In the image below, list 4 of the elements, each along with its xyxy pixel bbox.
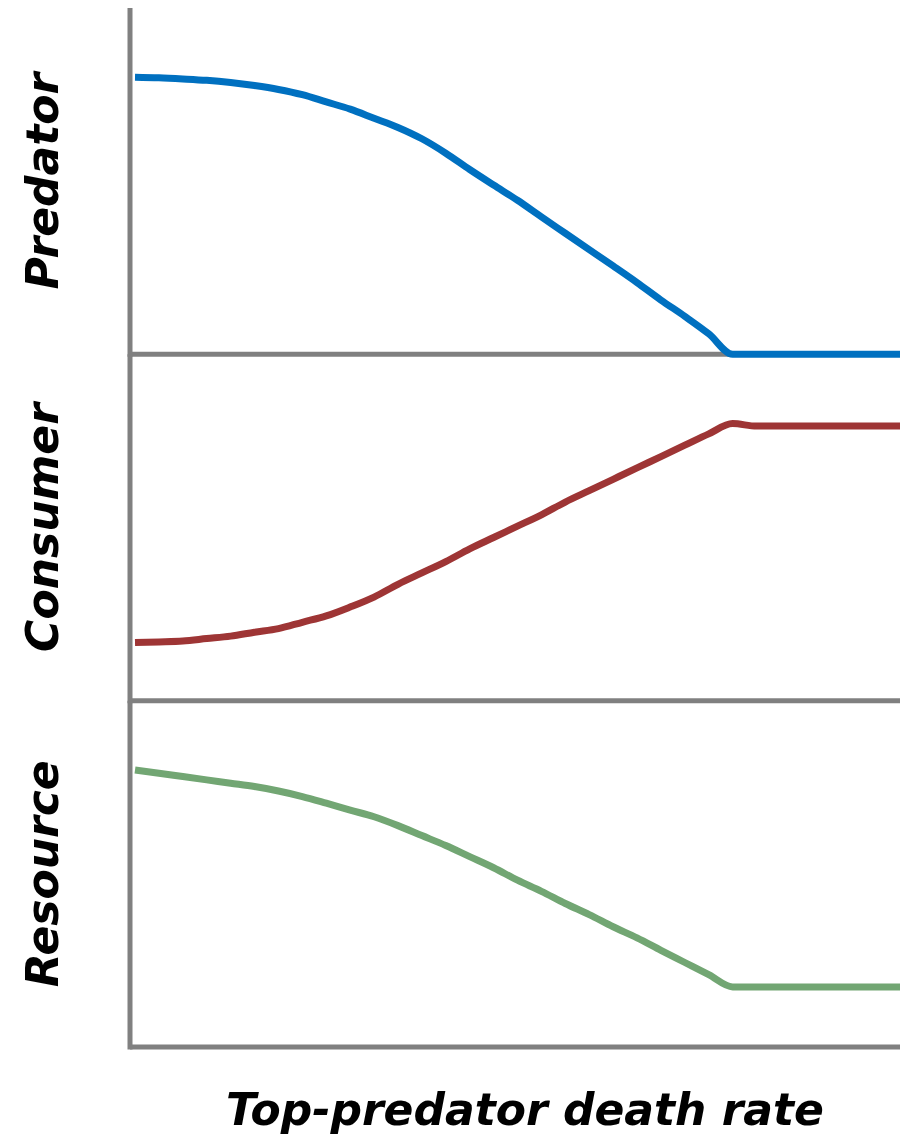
y-axis-title: Resource — [17, 760, 68, 988]
y-axis-title: Consumer — [17, 400, 68, 652]
y-axis-title: Predator — [17, 70, 68, 290]
x-axis-title: Top-predator death rate — [226, 1084, 824, 1135]
